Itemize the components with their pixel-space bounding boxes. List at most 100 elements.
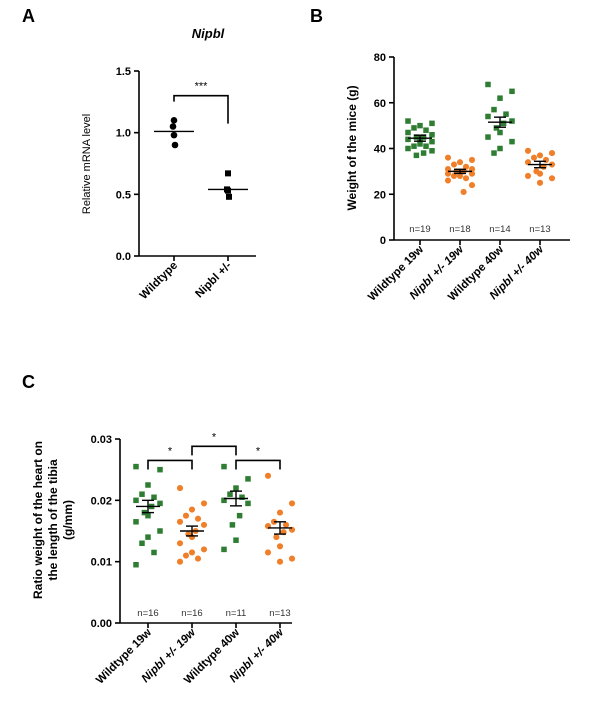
significance-label: *: [168, 445, 173, 457]
n-label: n=16: [137, 608, 158, 619]
data-point: [151, 494, 157, 501]
data-point: [456, 172, 464, 179]
significance-bracket: [235, 459, 281, 470]
y-tick-label: 60: [374, 98, 386, 110]
y-axis-label: Weight of the mice (g): [345, 85, 359, 210]
data-point: [194, 515, 202, 522]
data-point: [524, 159, 532, 166]
n-label: n=11: [226, 608, 247, 619]
data-point: [468, 156, 476, 163]
data-point: [460, 188, 467, 196]
data-point: [548, 175, 556, 182]
data-point: [524, 172, 532, 179]
data-point: [225, 170, 231, 177]
data-point: [444, 166, 452, 173]
panel-letter: C: [22, 372, 35, 392]
panel-letter: B: [310, 6, 323, 26]
significance-bracket: [147, 459, 193, 470]
y-tick-label: 80: [374, 52, 386, 64]
data-point: [221, 497, 227, 504]
data-point: [133, 561, 139, 568]
y-tick-label: 1.0: [116, 128, 131, 140]
data-point: [468, 170, 476, 177]
data-point: [411, 125, 417, 131]
data-point: [417, 141, 423, 147]
y-tick-label: 1.5: [116, 66, 131, 78]
data-point: [444, 154, 452, 161]
data-point: [444, 170, 452, 177]
data-point: [170, 131, 178, 139]
data-point: [169, 123, 177, 130]
data-point: [182, 512, 190, 519]
y-tick-label: 0.01: [91, 557, 112, 569]
x-category-label: Wildtype: [138, 260, 180, 302]
data-point: [170, 117, 178, 124]
y-axis-label-line-2: the length of the tibia: [46, 459, 60, 581]
data-point: [157, 500, 163, 507]
significance-label: *: [212, 431, 217, 443]
data-point: [420, 150, 427, 156]
data-point: [413, 152, 420, 159]
data-point: [536, 179, 544, 186]
data-point: [500, 120, 507, 127]
significance-label: *: [256, 445, 261, 457]
data-point: [450, 172, 458, 179]
y-tick-label: 0.5: [116, 189, 131, 201]
data-point: [200, 546, 208, 553]
data-point: [245, 476, 251, 482]
data-point: [462, 163, 470, 170]
data-point: [239, 494, 245, 501]
data-point: [288, 555, 296, 562]
data-point: [462, 175, 470, 182]
data-point: [423, 143, 429, 149]
data-point: [151, 549, 157, 556]
data-point: [429, 120, 435, 127]
group-3: [524, 147, 556, 186]
data-point: [133, 463, 139, 470]
group-1: [444, 154, 476, 196]
data-point: [524, 147, 532, 154]
y-axis-label: Relative mRNA level: [81, 114, 93, 214]
data-point: [536, 170, 544, 177]
n-label: n=13: [269, 608, 290, 619]
data-point: [456, 159, 464, 166]
group-0: [133, 463, 163, 568]
data-point: [276, 509, 284, 516]
group-1: [176, 485, 208, 565]
data-point: [548, 150, 556, 157]
data-point: [233, 485, 239, 491]
y-tick-label: 0.0: [116, 251, 131, 263]
data-point: [188, 506, 196, 513]
data-point: [176, 540, 184, 547]
n-label: n=16: [181, 608, 202, 619]
data-point: [423, 127, 429, 133]
data-point: [171, 141, 179, 149]
data-point: [145, 534, 151, 540]
data-point: [411, 143, 417, 149]
data-point: [497, 95, 503, 101]
data-point: [429, 132, 435, 138]
data-point: [229, 522, 236, 528]
data-point: [276, 558, 284, 565]
data-point: [444, 177, 452, 184]
data-point: [417, 122, 423, 129]
panel-a: A Nipbl 0.0 0.5 1.0 1.5 Relative mRNA level Wil…: [22, 6, 256, 302]
data-point: [497, 145, 503, 152]
data-point: [450, 161, 458, 168]
significance-label: ***: [195, 81, 209, 93]
y-tick-label: 0.00: [91, 618, 112, 630]
y-tick-label: 0.03: [91, 434, 112, 446]
data-point: [273, 534, 280, 541]
data-point: [157, 466, 163, 473]
data-point: [157, 528, 163, 534]
data-point: [236, 512, 243, 519]
y-tick-label: 40: [374, 144, 386, 156]
group-0: [405, 118, 435, 159]
data-point: [282, 521, 290, 528]
data-point: [264, 472, 272, 479]
data-point: [276, 543, 284, 550]
x-category-label: Nipbl +/-: [193, 260, 234, 301]
y-tick-label: 20: [374, 189, 386, 201]
